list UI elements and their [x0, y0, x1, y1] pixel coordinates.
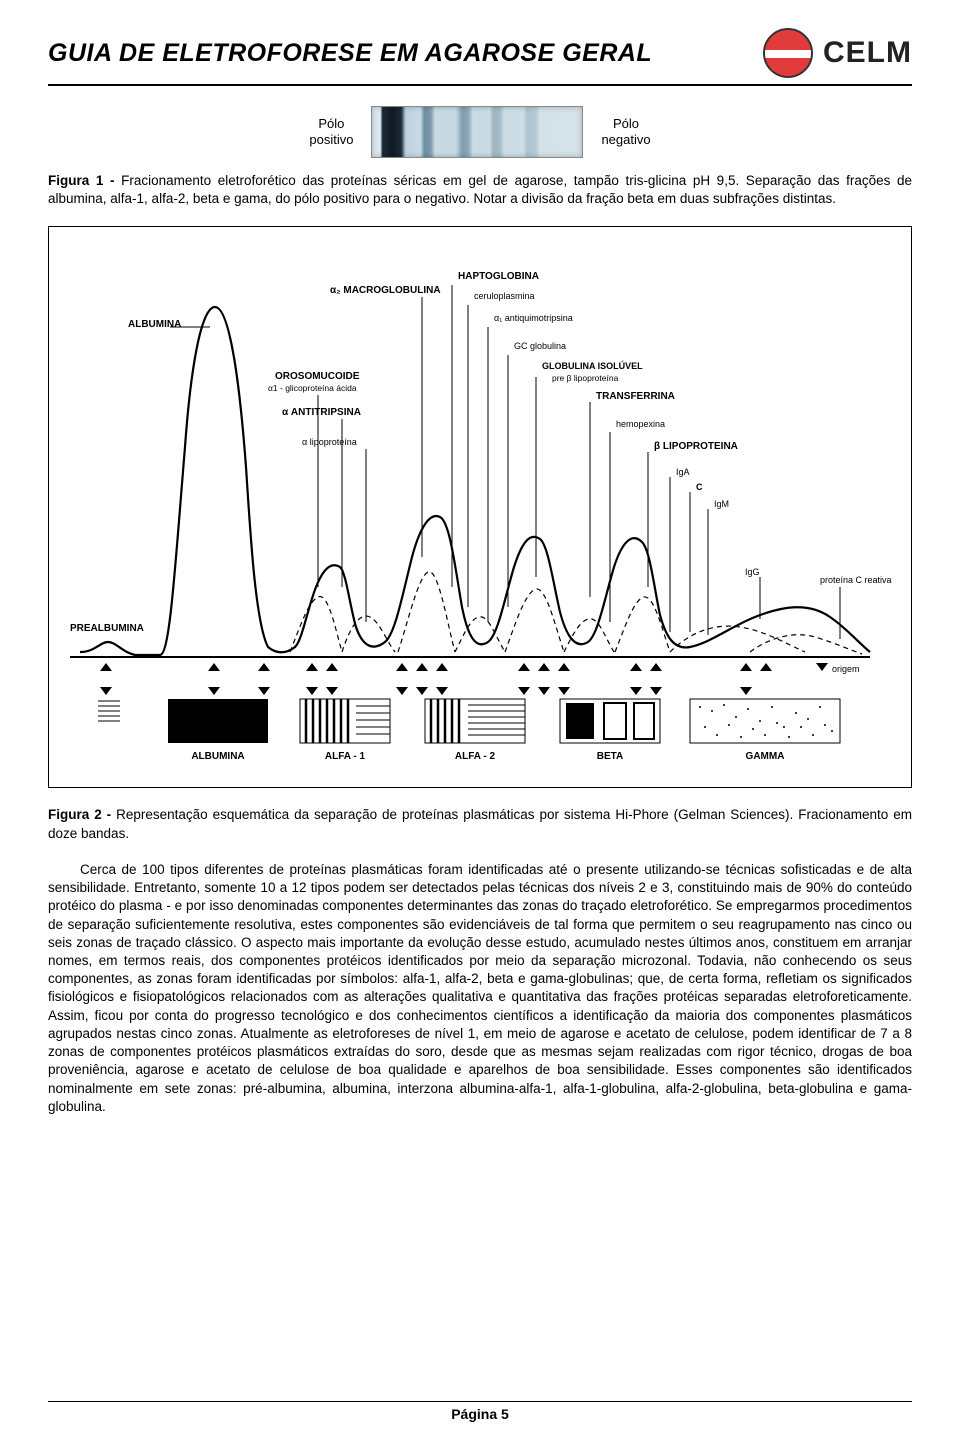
- lbl-antitripsina: α ANTITRIPSINA: [282, 407, 361, 418]
- lbl-haptoglobina: HAPTOGLOBINA: [458, 271, 539, 282]
- lbl-creativa: proteína C reativa: [820, 575, 892, 585]
- figure1-label: Figura 1 -: [48, 173, 121, 188]
- logo-icon: [763, 28, 813, 78]
- pole-negative-label: Pólo negativo: [601, 116, 650, 149]
- figure2-text: Representação esquemática da separação d…: [48, 807, 912, 840]
- lbl-globins1: GLOBULINA ISOLÚVEL: [542, 360, 643, 371]
- page-number: Página 5: [451, 1406, 509, 1422]
- brand-logo: CELM: [763, 28, 912, 78]
- lbl-blipo: β LIPOPROTEINA: [654, 441, 738, 452]
- lbl-hemopexina: hemopexina: [616, 419, 665, 429]
- band-beta: BETA: [597, 751, 623, 762]
- lbl-orosomucoide: OROSOMUCOIDE: [275, 371, 360, 382]
- lbl-antiquimo: α₁ antiquimotripsina: [494, 313, 573, 323]
- lbl-albumina: ALBUMINA: [128, 319, 181, 330]
- lbl-ceruloplasmina: ceruloplasmina: [474, 291, 535, 301]
- figure2-caption: Figura 2 - Representação esquemática da …: [48, 806, 912, 842]
- band-alfa1: ALFA - 1: [325, 751, 366, 762]
- lbl-macroglobulina: α₂ MACROGLOBULINA: [330, 285, 441, 296]
- page-footer: Página 5: [48, 1401, 912, 1422]
- lbl-gc: GC globulina: [514, 341, 566, 351]
- figure1-text: Fracionamento eletroforético das proteín…: [48, 173, 912, 206]
- header: GUIA DE ELETROFORESE EM AGAROSE GERAL CE…: [48, 28, 912, 86]
- lbl-transferrina: TRANSFERRINA: [596, 391, 675, 402]
- lbl-prealbumina: PREALBUMINA: [70, 623, 144, 634]
- figure1-gel-row: Pólo positivo Pólo negativo: [48, 106, 912, 158]
- lbl-igm: IgM: [714, 499, 729, 509]
- lbl-iga: IgA: [676, 467, 690, 477]
- lbl-igg: IgG: [745, 567, 760, 577]
- electropherogram-svg: ALBUMINA OROSOMUCOIDE α1 - glicoproteína…: [49, 227, 911, 787]
- figure1-caption: Figura 1 - Fracionamento eletroforético …: [48, 172, 912, 208]
- brand-name: CELM: [823, 36, 912, 70]
- lbl-globins2: pre β lipoproteína: [552, 373, 619, 383]
- pole-text: Pólo: [318, 116, 344, 131]
- page: GUIA DE ELETROFORESE EM AGAROSE GERAL CE…: [0, 0, 960, 1440]
- body-paragraph: Cerca de 100 tipos diferentes de proteín…: [48, 861, 912, 1116]
- band-alfa2: ALFA - 2: [455, 751, 496, 762]
- pole-positive-label: Pólo positivo: [309, 116, 353, 149]
- pole-text: negativo: [601, 132, 650, 147]
- gel-strip-image: [371, 106, 583, 158]
- band-gamma: GAMMA: [746, 751, 785, 762]
- document-title: GUIA DE ELETROFORESE EM AGAROSE GERAL: [48, 39, 652, 68]
- lbl-c: C: [696, 482, 703, 492]
- lbl-origem: origem: [832, 664, 860, 674]
- lbl-orosomucoide2: α1 - glicoproteína ácida: [268, 383, 357, 393]
- band-albumina: ALBUMINA: [191, 751, 244, 762]
- pole-text: positivo: [309, 132, 353, 147]
- pole-text: Pólo: [613, 116, 639, 131]
- figure2-diagram: ALBUMINA OROSOMUCOIDE α1 - glicoproteína…: [48, 226, 912, 788]
- figure2-label: Figura 2 -: [48, 807, 116, 822]
- lbl-alipo: α lipoproteína: [302, 437, 357, 447]
